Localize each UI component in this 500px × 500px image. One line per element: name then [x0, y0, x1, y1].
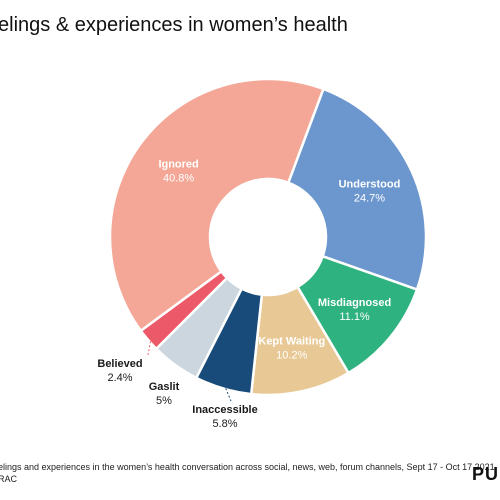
slice-label-believed: Believed	[97, 358, 142, 370]
leader-line-believed	[147, 337, 152, 356]
slice-value-gaslit: 5%	[156, 395, 172, 407]
slice-label-ignored: Ignored	[158, 159, 198, 171]
slice-label-kept-waiting: Kept Waiting	[258, 335, 325, 347]
slice-label-gaslit: Gaslit	[149, 381, 180, 393]
slice-label-understood: Understood	[339, 179, 401, 191]
footnote: elings and experiences in the women’s he…	[0, 462, 498, 472]
slice-label-misdiagnosed: Misdiagnosed	[318, 297, 391, 309]
source-note: RAC	[0, 474, 18, 484]
leader-lines	[147, 337, 232, 402]
slice-ignored	[108, 77, 325, 332]
slice-value-misdiagnosed: 11.1%	[339, 311, 370, 323]
slice-value-believed: 2.4%	[107, 372, 132, 384]
slice-value-kept-waiting: 10.2%	[276, 349, 307, 361]
slice-understood	[287, 87, 428, 291]
leader-line-inaccessible	[223, 384, 232, 402]
slice-labels: Understood 24.7% Misdiagnosed 11.1% Kept Wai…	[97, 159, 400, 430]
slice-label-inaccessible: Inaccessible	[192, 404, 257, 416]
slice-value-inaccessible: 5.8%	[212, 418, 237, 430]
chart-title: elings & experiences in women’s health	[0, 14, 348, 36]
donut-slices	[108, 77, 428, 397]
slice-value-ignored: 40.8%	[163, 173, 194, 185]
slice-value-understood: 24.7%	[354, 193, 385, 205]
brand-logo: PU	[472, 464, 500, 484]
